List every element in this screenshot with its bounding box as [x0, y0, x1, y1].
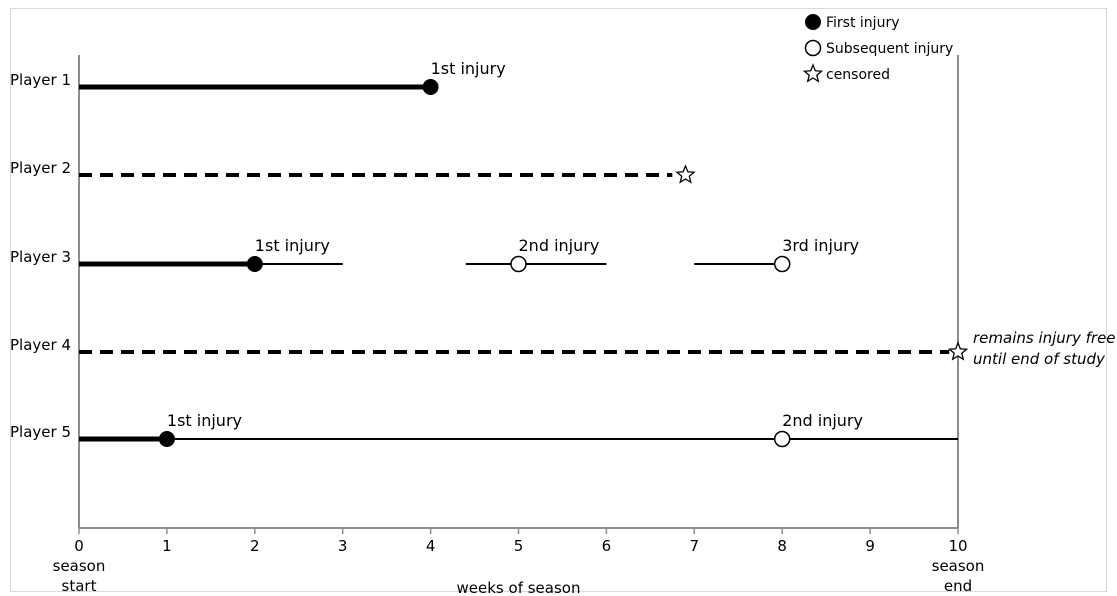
- player-label: Player 1: [10, 71, 71, 89]
- legend-filled-circle: [805, 14, 821, 30]
- season-end-label: season: [932, 557, 985, 575]
- player-rows: Player 1 1st injury Player 2 Player 3 1st in…: [10, 59, 1116, 448]
- x-tick-label: 2: [250, 537, 260, 555]
- legend-label: censored: [826, 67, 890, 83]
- first-injury-marker: [422, 79, 439, 95]
- x-axis-label: weeks of season: [457, 579, 581, 596]
- player-row: Player 5 1st injury 2nd injury: [10, 411, 958, 448]
- injury-label: 1st injury: [255, 236, 330, 255]
- x-tick-label: 3: [338, 537, 348, 555]
- injury-label: 2nd injury: [782, 411, 863, 430]
- first-injury-marker: [246, 256, 263, 272]
- legend-label: First injury: [826, 15, 899, 31]
- x-tick-label: 6: [602, 537, 612, 555]
- injury-label: 3rd injury: [782, 236, 859, 255]
- season-start-label: season: [53, 557, 106, 575]
- censored-star-marker: [675, 164, 696, 184]
- player-label: Player 2: [10, 159, 71, 177]
- player-note: until end of study: [973, 350, 1106, 368]
- x-tick-label: 9: [865, 537, 875, 555]
- player-label: Player 4: [10, 336, 71, 354]
- legend-label: Subsequent injury: [826, 41, 953, 57]
- player-row: Player 4 remains injury free until end of …: [10, 329, 1116, 368]
- x-tick-label: 5: [514, 537, 524, 555]
- x-tick-label: 4: [426, 537, 436, 555]
- x-tick-label: 7: [690, 537, 700, 555]
- subsequent-injury-marker: [773, 430, 791, 448]
- subsequent-injury-marker: [510, 255, 527, 273]
- legend-star-marker: [802, 63, 824, 83]
- subsequent-injury-marker: [773, 255, 791, 273]
- season-end-label: end: [944, 577, 972, 595]
- x-tick-label: 10: [948, 537, 967, 555]
- censored-star-marker: [947, 341, 969, 361]
- axes: 0 1 2 3 4 5 6 7 8 9 10 season start season end: [53, 55, 985, 595]
- player-note: remains injury free: [973, 329, 1116, 347]
- player-row: Player 2: [10, 159, 696, 184]
- player-label: Player 5: [10, 423, 71, 441]
- player-label: Player 3: [10, 248, 71, 266]
- legend-open-circle: [804, 39, 822, 57]
- injury-label: 1st injury: [167, 411, 242, 430]
- player-row: Player 1 1st injury: [10, 59, 506, 95]
- injury-label: 1st injury: [431, 59, 506, 78]
- player-row: Player 3 1st injury 2nd injury 3rd injury: [10, 236, 859, 273]
- x-tick-label: 1: [162, 537, 172, 555]
- season-start-label: start: [62, 577, 97, 595]
- legend: First injury Subsequent injury censored: [802, 14, 953, 83]
- injury-label: 2nd injury: [519, 236, 600, 255]
- x-tick-label: 0: [74, 537, 84, 555]
- x-tick-label: 8: [777, 537, 787, 555]
- chart-frame: [10, 8, 1107, 592]
- first-injury-marker: [158, 431, 175, 447]
